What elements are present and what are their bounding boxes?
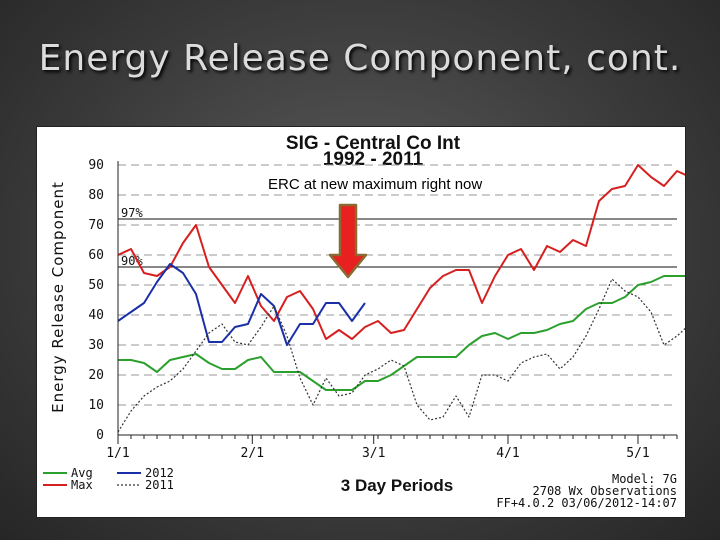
series-line-2011 xyxy=(117,278,685,433)
y-tick-label-80: 80 xyxy=(88,188,104,203)
x-axis-label: 3 Day Periods xyxy=(341,476,453,495)
info-line-1: Model: 7G xyxy=(612,472,677,486)
percentile-label-90: 90% xyxy=(121,254,143,268)
x-tick-label-5-1: 5/1 xyxy=(626,446,649,461)
info-line-3: FF+4.0.2 03/06/2012-14:07 xyxy=(496,496,677,510)
y-tick-label-30: 30 xyxy=(88,338,104,353)
legend-label-avg: Avg xyxy=(71,466,93,480)
percentile-label-97: 97% xyxy=(121,206,143,220)
series-line-avg xyxy=(118,275,685,391)
legend-label-2012: 2012 xyxy=(145,466,174,480)
y-tick-label-20: 20 xyxy=(88,368,104,383)
info-line-2: 2708 Wx Observations xyxy=(533,484,678,498)
y-axis-label: Energy Release Component xyxy=(49,181,67,413)
chart-title: SIG - Central Co Int xyxy=(286,133,461,154)
x-tick-label-2-1: 2/1 xyxy=(241,446,264,461)
y-tick-label-60: 60 xyxy=(88,248,104,263)
y-tick-label-10: 10 xyxy=(88,398,104,413)
slide-title: Energy Release Component, cont. xyxy=(38,38,682,79)
y-tick-label-50: 50 xyxy=(88,278,104,293)
y-tick-label-90: 90 xyxy=(88,158,104,173)
series-line-2012 xyxy=(117,263,366,346)
annotation-text: ERC at new maximum right now xyxy=(268,176,482,193)
chart-subtitle: 1992 - 2011 xyxy=(323,149,424,170)
x-tick-label-3-1: 3/1 xyxy=(362,446,385,461)
chart-panel: SIG - Central Co Int 1992 - 2011 Energy … xyxy=(36,126,686,518)
y-tick-label-40: 40 xyxy=(88,308,104,323)
x-tick-label-4-1: 4/1 xyxy=(496,446,519,461)
y-tick-label-70: 70 xyxy=(88,218,104,233)
down-arrow-icon xyxy=(328,203,368,279)
series-line-max xyxy=(117,164,685,340)
erc-chart: SIG - Central Co Int 1992 - 2011 Energy … xyxy=(43,133,685,510)
y-tick-label-0: 0 xyxy=(96,428,104,443)
x-tick-label-1-1: 1/1 xyxy=(106,446,129,461)
legend-label-max: Max xyxy=(71,478,93,492)
legend-label-2011: 2011 xyxy=(145,478,174,492)
